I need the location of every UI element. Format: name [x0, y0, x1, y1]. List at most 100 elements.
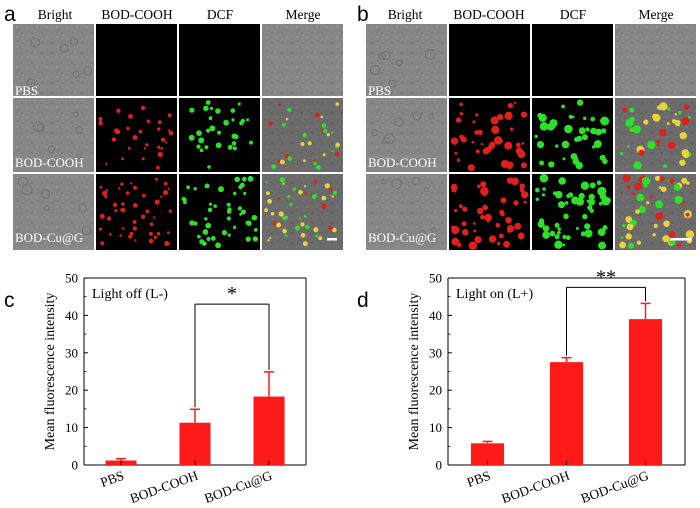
cell-spot — [217, 130, 221, 135]
a-tile-r3-c3 — [179, 174, 260, 250]
y-tick-label: 10 — [429, 420, 442, 435]
cell-spot — [300, 232, 306, 238]
y-tick-label: 50 — [429, 271, 442, 286]
cell-spot — [249, 140, 253, 145]
cell-spot — [303, 215, 307, 218]
cell-spot — [120, 182, 124, 186]
cell-spot — [554, 234, 560, 240]
cell-spot — [98, 227, 103, 231]
cell-spot — [304, 192, 308, 195]
micrograph-overlay — [13, 174, 94, 250]
cell-spot — [496, 127, 499, 130]
cell-spot — [561, 104, 565, 109]
cell-spot — [663, 164, 667, 168]
cell-spot — [230, 108, 236, 113]
cell-spot — [305, 224, 310, 230]
cell-spot — [116, 108, 121, 114]
cell-spot — [567, 192, 574, 198]
chart-annotation: Light off (L-) — [92, 287, 168, 302]
cell-outline — [69, 37, 78, 46]
cell-spot — [576, 99, 584, 106]
cell-spot — [270, 211, 275, 216]
cell-spot — [513, 200, 519, 206]
cell-spot — [659, 176, 665, 182]
cell-spot — [548, 122, 556, 130]
cell-spot — [674, 119, 681, 126]
cell-spot — [555, 190, 563, 199]
cell-spot — [104, 195, 108, 199]
cell-spot — [239, 212, 243, 216]
cell-spot — [498, 233, 504, 239]
bar-bod-cu-g — [628, 319, 663, 465]
cell-spot — [324, 183, 330, 189]
cell-spot — [655, 175, 660, 181]
cell-spot — [592, 145, 596, 149]
cell-spot — [460, 136, 467, 143]
cell-spot — [515, 147, 523, 155]
cell-spot — [507, 102, 514, 109]
cell-spot — [541, 193, 546, 197]
cell-spot — [271, 164, 276, 170]
cell-spot — [321, 128, 324, 132]
cell-spot — [625, 216, 633, 223]
cell-spot — [602, 158, 608, 165]
cell-spot — [267, 198, 272, 204]
cell-spot — [589, 182, 596, 189]
cell-spot — [575, 227, 579, 230]
x-tick-label: BOD-Cu@G — [202, 468, 274, 506]
cell-spot — [480, 214, 485, 220]
cell-spot — [451, 237, 460, 246]
cell-spot — [494, 136, 503, 145]
cell-spot — [126, 126, 130, 131]
cell-spot — [132, 226, 137, 231]
cell-spot — [153, 235, 157, 239]
cell-spot — [458, 204, 463, 209]
cell-spot — [251, 214, 258, 221]
cell-spot — [676, 242, 682, 248]
cell-spot — [213, 204, 217, 208]
cell-spot — [99, 185, 103, 189]
panel-b-header-bod-cooh: BOD-COOH — [453, 7, 525, 22]
cell-spot — [264, 208, 268, 213]
micrograph-background — [366, 98, 447, 172]
bar-bod-cooh — [179, 422, 211, 465]
a-tile-r1-c1 — [13, 24, 94, 96]
cell-spot — [669, 178, 675, 184]
cell-spot — [134, 239, 137, 242]
cell-spot — [635, 209, 640, 214]
cell-spot — [282, 182, 285, 185]
cell-spot — [633, 161, 642, 170]
cell-spot — [109, 233, 112, 236]
cell-spot — [499, 209, 505, 215]
cell-outline — [44, 205, 50, 211]
cell-spot — [484, 213, 493, 222]
cell-spot — [584, 223, 591, 230]
cell-spot — [215, 142, 222, 149]
b-tile-r3-c3 — [532, 173, 613, 250]
panel-a-row-label-bod-cu-g: BOD-Cu@G — [15, 230, 83, 245]
cell-spot — [557, 227, 561, 231]
micrograph-background — [179, 24, 260, 96]
cell-spot — [227, 144, 233, 150]
cell-spot — [628, 242, 635, 249]
cell-spot — [278, 103, 282, 107]
micrograph-overlay — [13, 98, 94, 172]
panel-b-header-merge: Merge — [639, 7, 674, 22]
cell-spot — [276, 222, 281, 228]
cell-spot — [647, 140, 656, 150]
cell-spot — [601, 196, 611, 206]
micrograph-background — [13, 98, 94, 172]
bar-bod-cooh — [549, 362, 584, 465]
cell-outline — [370, 65, 381, 76]
y-tick-label: 30 — [65, 345, 78, 360]
cell-spot — [221, 229, 228, 236]
cell-spot — [456, 242, 462, 248]
cell-spot — [685, 230, 695, 239]
panel-letter-d: d — [357, 289, 369, 312]
cell-spot — [314, 112, 320, 118]
y-tick-label: 20 — [429, 383, 442, 398]
cell-spot — [197, 234, 201, 239]
cell-outline — [419, 230, 426, 237]
micrograph-overlay — [366, 24, 447, 96]
